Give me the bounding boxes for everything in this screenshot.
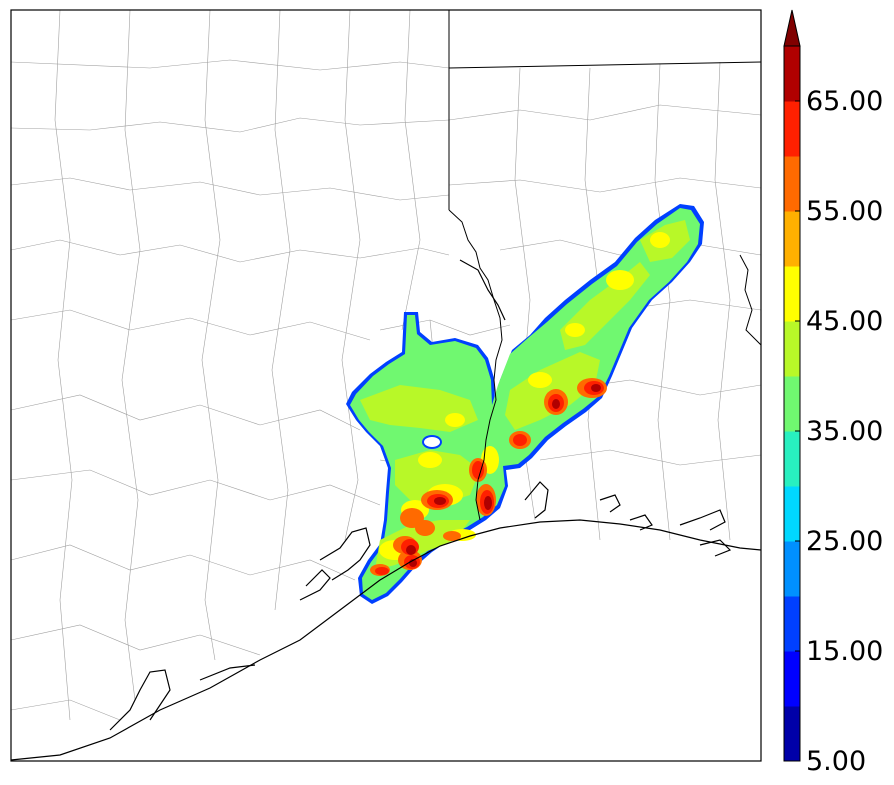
- colorbar-band: [784, 266, 800, 322]
- colorbar-band: [784, 211, 800, 267]
- colorbar-band: [784, 101, 800, 157]
- map-border: [10, 9, 762, 762]
- state-boundaries: [448, 10, 761, 521]
- colorbar-band: [784, 376, 800, 432]
- colorbar-band: [784, 486, 800, 542]
- colorbar-tick-label: 45.00: [806, 306, 884, 337]
- colorbar-band: [784, 651, 800, 707]
- colorbar-tick-label: 15.00: [806, 636, 884, 667]
- contour-peak: [406, 384, 601, 567]
- colorbar-tick-label: 35.00: [806, 416, 884, 447]
- colorbar-band: [784, 46, 800, 102]
- coastline: [11, 259, 761, 761]
- colorbar-band: [784, 321, 800, 377]
- colorbar-band: [784, 541, 800, 597]
- colorbar-extend-arrow: [783, 9, 801, 47]
- colorbar-tick-label: 5.00: [806, 746, 867, 777]
- colorbar-tick-label: 25.00: [806, 526, 884, 557]
- colorbar-band: [784, 431, 800, 487]
- colorbar-band: [784, 596, 800, 652]
- colorbar-tick-label: 55.00: [806, 196, 884, 227]
- colorbar-band: [784, 156, 800, 212]
- colorbar-tick-label: 65.00: [806, 86, 884, 117]
- colorbar-band: [784, 706, 800, 762]
